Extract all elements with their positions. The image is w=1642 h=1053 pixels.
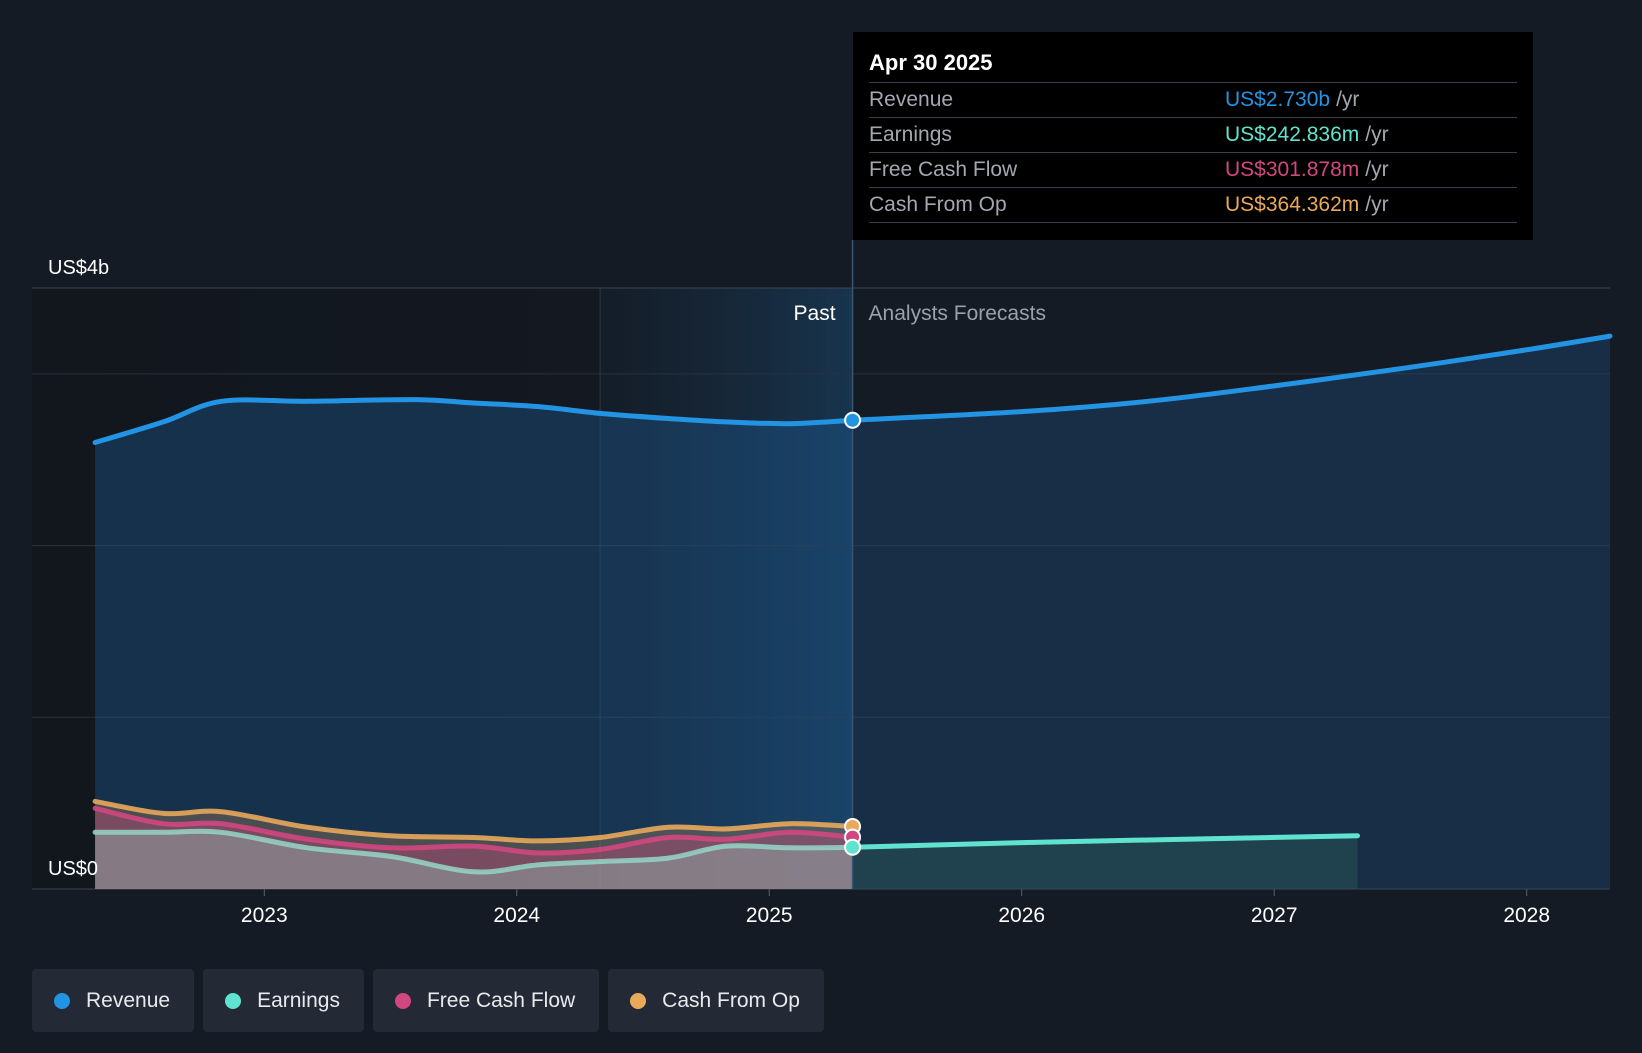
tooltip-row-revenue: Revenue US$2.730b /yr — [869, 83, 1517, 118]
tooltip-panel: Apr 30 2025 Revenue US$2.730b /yr Earnin… — [853, 32, 1533, 240]
tooltip-date: Apr 30 2025 — [869, 46, 1517, 83]
x-tick-label: 2026 — [998, 904, 1045, 927]
line-fcf-past — [92, 805, 856, 856]
tooltip-row-earnings: Earnings US$242.836m /yr — [869, 118, 1517, 153]
tooltip-value: US$2.730b — [1225, 88, 1331, 111]
x-tick-label: 2027 — [1251, 904, 1298, 927]
tooltip-label: Cash From Op — [869, 193, 1007, 216]
legend-dot-icon — [394, 992, 411, 1009]
tooltip-label: Revenue — [869, 88, 954, 111]
point-revenue — [844, 411, 862, 429]
background-layer — [32, 288, 853, 889]
legend-label: Earnings — [257, 988, 340, 1012]
area-revenue-forecast — [852, 336, 1610, 890]
tooltip-row-cash-from-op: Cash From Op US$364.362m /yr — [869, 188, 1517, 223]
line-earnings-forecast — [850, 833, 1360, 850]
tooltip-row-free-cash-flow: Free Cash Flow US$301.878m /yr — [869, 153, 1517, 188]
tooltip-label: Earnings — [869, 123, 952, 146]
grid-layer — [32, 287, 1610, 890]
tooltip-unit: /yr — [1365, 158, 1389, 181]
y-tick-label: US$4b — [48, 257, 109, 279]
forecast-label: Analysts Forecasts — [869, 302, 1046, 325]
line-revenue-forecast — [850, 333, 1613, 423]
legend-label: Revenue — [86, 988, 171, 1012]
legend-label: Free Cash Flow — [426, 988, 576, 1012]
line-layer — [92, 240, 1613, 889]
x-tick-label: 2025 — [746, 904, 793, 927]
y-tick-label: US$0 — [48, 858, 98, 880]
x-tick-label: 2024 — [493, 904, 540, 927]
legend-label: Cash From Op — [662, 988, 800, 1012]
legend-dot-icon — [225, 992, 242, 1009]
legend-item-free-cash-flow[interactable]: Free Cash Flow — [372, 969, 600, 1032]
tooltip-unit: /yr — [1365, 123, 1389, 146]
highlight-band — [600, 288, 853, 889]
line-earnings-past — [92, 828, 856, 875]
area-earnings-forecast — [852, 835, 1358, 889]
tooltip-unit: /yr — [1336, 88, 1360, 111]
line-revenue-past — [92, 397, 856, 445]
x-tick-label: 2028 — [1503, 904, 1550, 927]
point-earnings — [844, 838, 862, 856]
line-cfo-past — [92, 798, 856, 844]
past-label: Past — [794, 302, 836, 325]
tooltip-value: US$301.878m — [1225, 158, 1360, 181]
point-layer — [844, 411, 862, 856]
x-tick-label: 2023 — [241, 904, 288, 927]
legend-dot-icon — [54, 992, 70, 1009]
text-layer: US$4b US$0 2023 2024 2025 2026 2027 2028 Past Ana… — [48, 257, 1550, 927]
area-revenue-past — [95, 399, 853, 889]
tooltip-label: Free Cash Flow — [869, 158, 1018, 181]
legend-item-earnings[interactable]: Earnings — [203, 969, 364, 1032]
legend-item-revenue[interactable]: Revenue — [32, 969, 195, 1032]
legend: Revenue Earnings Free Cash Flow Cash Fro… — [32, 969, 824, 1032]
legend-item-cash-from-op[interactable]: Cash From Op — [608, 969, 824, 1032]
tooltip-value: US$364.362m — [1225, 193, 1360, 216]
tooltip-unit: /yr — [1365, 193, 1389, 216]
legend-dot-icon — [630, 992, 647, 1009]
tooltip-value: US$242.836m — [1225, 123, 1360, 146]
